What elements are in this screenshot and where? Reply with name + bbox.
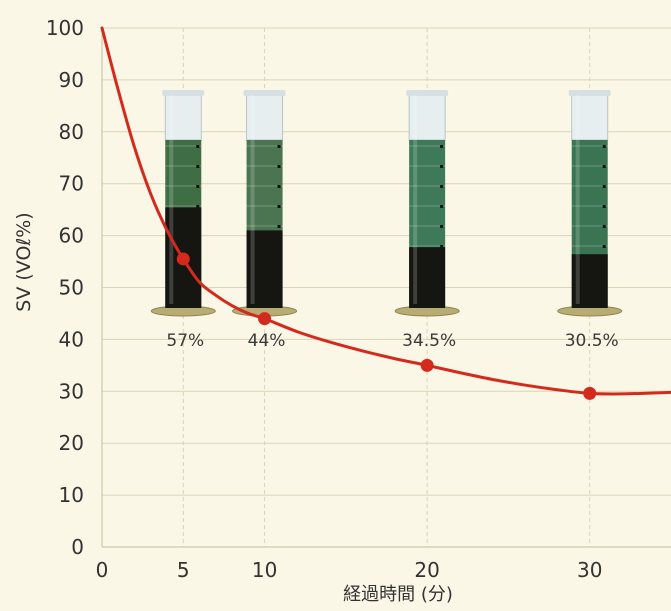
graduation-dot — [440, 145, 444, 148]
cylinder-sediment — [246, 230, 283, 308]
cylinder-top — [408, 92, 446, 141]
graduation-dot — [602, 185, 606, 188]
data-point-marker — [583, 386, 597, 400]
cylinder-rim — [568, 90, 611, 96]
cylinders: 57% 44% 34.5% 30.5% — [150, 90, 623, 351]
cylinder-percent-label: 57% — [166, 331, 204, 351]
glass-highlight — [169, 95, 174, 304]
cylinder-sediment — [571, 254, 608, 308]
data-point-marker — [258, 312, 272, 326]
data-point-marker — [420, 358, 434, 372]
data-point-marker — [176, 252, 190, 266]
sv-curve — [100, 26, 671, 396]
y-tick-label: 70 — [59, 172, 84, 196]
glass-highlight — [575, 95, 580, 304]
graduation-dot — [440, 245, 444, 248]
y-tick-label: 10 — [59, 483, 84, 507]
cylinder-rim — [162, 90, 205, 96]
cylinder-percent-label: 34.5% — [402, 331, 456, 351]
y-tick-label: 80 — [59, 120, 84, 144]
graduation-dot — [602, 205, 606, 208]
graduation-dot — [196, 185, 200, 188]
cylinder-top — [571, 92, 609, 141]
x-tick-label: 10 — [252, 558, 277, 582]
graduation-dot — [196, 205, 200, 208]
cylinder-4: 30.5% — [557, 90, 623, 351]
y-tick-label: 100 — [46, 16, 84, 40]
y-tick-label: 30 — [59, 379, 84, 403]
cylinder-percent-label: 44% — [248, 331, 286, 351]
graduation-dot — [196, 165, 200, 168]
curve-layer — [100, 26, 671, 400]
cylinder-rim — [406, 90, 449, 96]
cylinder-2: 44% — [232, 90, 298, 351]
y-tick-label: 0 — [71, 535, 84, 559]
graduation-dot — [440, 165, 444, 168]
graduation-dot — [440, 205, 444, 208]
glass-highlight — [250, 95, 255, 304]
graduation-dot — [602, 165, 606, 168]
y-tick-label: 60 — [59, 224, 84, 248]
y-tick-label: 20 — [59, 431, 84, 455]
graduation-dot — [440, 185, 444, 188]
cylinder-3: 34.5% — [394, 90, 460, 351]
graduation-dot — [277, 225, 281, 228]
cylinder-sediment — [409, 247, 446, 308]
graduation-dot — [277, 205, 281, 208]
x-tick-label: 0 — [96, 558, 109, 582]
y-tick-label: 50 — [59, 276, 84, 300]
graduation-dot — [277, 185, 281, 188]
x-axis-label: 経過時間 (分) — [343, 584, 453, 605]
y-axis-label: SV (VOℓ%) — [13, 212, 35, 311]
cylinder-top — [164, 92, 202, 141]
graduation-dot — [277, 145, 281, 148]
cylinder-percent-label: 30.5% — [565, 331, 619, 351]
graduation-dot — [602, 145, 606, 148]
y-tick-label: 90 — [59, 68, 84, 92]
cylinder-rim — [243, 90, 286, 96]
glass-highlight — [413, 95, 418, 304]
graduation-dot — [602, 245, 606, 248]
graduation-dot — [196, 145, 200, 148]
x-tick-label: 20 — [414, 558, 439, 582]
x-tick-label: 30 — [577, 558, 602, 582]
graduation-dot — [440, 225, 444, 228]
x-tick-label: 5 — [177, 558, 190, 582]
graduation-dot — [277, 165, 281, 168]
graduation-dot — [602, 225, 606, 228]
y-tick-label: 40 — [59, 327, 84, 351]
axis-ticks: 0 10 20 30 40 50 60 70 80 90 100 0 5 10 20 30 — [46, 16, 671, 582]
cylinder-1: 57% — [150, 90, 216, 351]
